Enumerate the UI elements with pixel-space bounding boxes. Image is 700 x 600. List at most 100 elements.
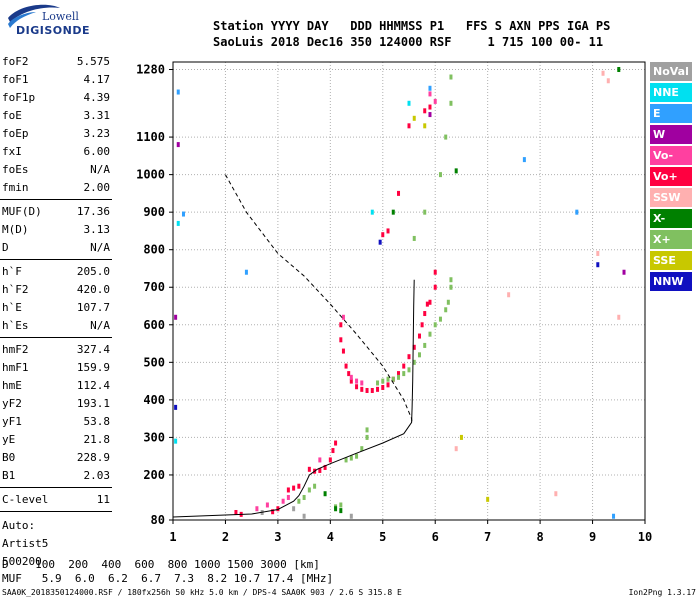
param-separator — [0, 337, 112, 338]
echo-point — [417, 352, 421, 358]
autoscaling-line: Artist5 — [2, 537, 49, 550]
echo-point — [386, 228, 390, 234]
echo-point — [412, 359, 416, 365]
echo-point — [428, 112, 432, 118]
legend-item: SSW — [650, 188, 692, 207]
echo-point — [376, 380, 380, 386]
echo-point — [365, 427, 369, 433]
param-row: hmF1 159.9 — [2, 361, 110, 379]
param-value: N/A — [90, 241, 110, 254]
param-row: fxI 6.00 — [2, 145, 110, 163]
echo-point — [318, 467, 322, 473]
muf-row: MUF 5.9 6.0 6.2 6.7 7.3 8.2 10.7 17.4 [M… — [2, 572, 334, 585]
param-label: yF2 — [2, 397, 22, 410]
echo-point — [355, 453, 359, 459]
echo-point — [234, 509, 238, 515]
y-tick-label: 700 — [143, 280, 165, 294]
autoscaling-line: 500200 — [2, 555, 42, 568]
y-axis-ticks: 80 200 300 400 500 600 700 800 900 1000 1100 1280 — [136, 63, 173, 527]
y-tick-label: 80 — [151, 513, 165, 527]
param-value: N/A — [90, 163, 110, 176]
echo-point — [397, 374, 401, 380]
param-label: MUF(D) — [2, 205, 42, 218]
echo-point — [381, 378, 385, 384]
param-label: foE — [2, 109, 22, 122]
echo-point — [339, 322, 343, 328]
param-row: fmin 2.00 — [2, 181, 110, 199]
echo-point — [554, 491, 558, 497]
echo-point — [402, 363, 406, 369]
x-tick-label: 1 — [169, 530, 176, 544]
echo-point — [449, 284, 453, 290]
ionogram-chart: 80 200 300 400 500 600 700 800 900 1000 1100 1280 1… — [136, 61, 652, 544]
param-value: 21.8 — [83, 433, 111, 446]
x-tick-label: 8 — [536, 530, 543, 544]
param-label: foEp — [2, 127, 29, 140]
echo-point — [181, 211, 185, 217]
echo-point — [617, 67, 621, 73]
param-value: 53.8 — [83, 415, 111, 428]
echo-point — [425, 301, 429, 307]
echo-point — [276, 506, 280, 512]
echo-point — [339, 508, 343, 514]
param-separator — [0, 487, 112, 488]
echo-point — [381, 384, 385, 390]
echo-point — [407, 123, 411, 129]
legend-item: X- — [650, 209, 692, 228]
echo-point — [341, 348, 345, 354]
y-tick-label: 600 — [143, 318, 165, 332]
x-tick-label: 5 — [379, 530, 386, 544]
logo-lowell-text: Lowell — [42, 10, 79, 23]
echo-point — [412, 235, 416, 241]
echo-point — [596, 250, 600, 256]
electron-density-profile-line — [172, 279, 415, 518]
param-value: 327.4 — [76, 343, 110, 356]
echo-point — [407, 367, 411, 373]
echo-point — [407, 100, 411, 106]
param-value: 205.0 — [76, 265, 110, 278]
echo-point — [302, 513, 306, 519]
echo-point — [349, 455, 353, 461]
param-label: h`Es — [2, 319, 29, 332]
header-line-1: Station YYYY DAY DDD HHMMSS P1 FFS S AXN… — [213, 19, 611, 33]
param-label: B1 — [2, 469, 16, 482]
param-row: C-level 11 — [2, 493, 110, 511]
param-value: 4.39 — [83, 91, 111, 104]
station-header: Station YYYY DAY DDD HHMMSS P1 FFS S AXN… — [213, 18, 610, 50]
chart-grid — [172, 62, 646, 521]
param-row: B0 228.9 — [2, 451, 110, 469]
echo-point — [370, 209, 374, 215]
echo-point — [412, 115, 416, 121]
echo-point — [360, 446, 364, 452]
echo-point — [302, 494, 306, 500]
echo-point — [428, 91, 432, 97]
x-tick-label: 7 — [484, 530, 491, 544]
echo-point — [286, 487, 290, 493]
echo-point — [402, 371, 406, 377]
param-label: foEs — [2, 163, 29, 176]
echo-point — [297, 483, 301, 489]
echo-point — [423, 342, 427, 348]
x-axis-ticks: 1 2 3 4 5 6 7 8 9 10 — [169, 520, 652, 544]
echo-point — [423, 311, 427, 317]
legend-item: Vo+ — [650, 167, 692, 186]
legend-item: E — [650, 104, 692, 123]
param-value: 420.0 — [76, 283, 110, 296]
logo-swoosh-icon — [8, 4, 60, 28]
echo-point — [449, 100, 453, 106]
param-value: 11 — [96, 493, 110, 506]
distance-row: D 100 200 400 600 800 1000 1500 3000 [km… — [2, 558, 320, 571]
echo-point — [420, 322, 424, 328]
echo-point — [449, 277, 453, 283]
param-row: yF2 193.1 — [2, 397, 110, 415]
param-label: foF1 — [2, 73, 29, 86]
echo-point — [423, 209, 427, 215]
x-tick-label: 2 — [222, 530, 229, 544]
echo-point — [307, 466, 311, 472]
echo-point — [292, 506, 296, 512]
x-tick-label: 6 — [432, 530, 439, 544]
legend-item: NNE — [650, 83, 692, 102]
param-row: foE 3.31 — [2, 109, 110, 127]
param-row: foEs N/A — [2, 163, 110, 181]
echo-point — [612, 513, 616, 519]
